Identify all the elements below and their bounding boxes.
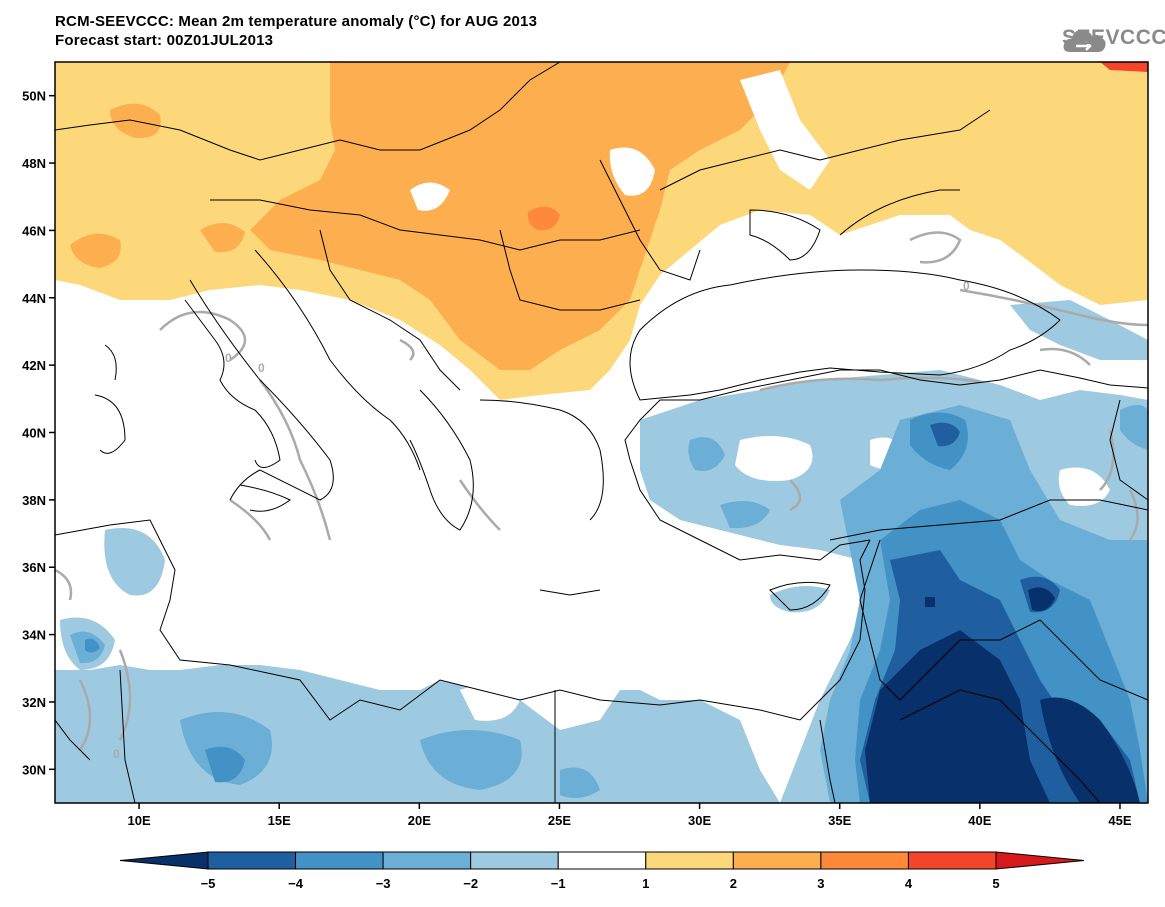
colorbar-segment [470, 851, 559, 870]
colorbar-extend-high [995, 851, 1085, 870]
colorbar-label: −2 [463, 876, 478, 891]
lon-tick-label: 30E [688, 813, 711, 828]
colorbar-label: −1 [551, 876, 566, 891]
contour-labels: 0 0 0 0 [113, 279, 970, 761]
contour-label: 0 [258, 361, 265, 375]
lat-tick-label: 50N [22, 89, 46, 104]
map-title: RCM-SEEVCCC: Mean 2m temperature anomaly… [55, 12, 537, 50]
latitude-axis: 50N 48N 46N 44N 42N 40N 38N 36N 34N 32N 30N [22, 89, 55, 777]
cloud-icon [1063, 30, 1106, 52]
colorbar-segment [382, 851, 472, 870]
logo-text: SEEVCCC [1062, 26, 1165, 49]
lat-tick-label: 40N [22, 426, 46, 441]
title-line-2: Forecast start: 00Z01JUL2013 [55, 32, 274, 49]
colorbar-segment [732, 851, 822, 870]
lon-tick-label: 35E [828, 813, 851, 828]
colorbar-label: −5 [201, 876, 216, 891]
colorbar-segment [557, 851, 647, 870]
colorbar-segment [820, 851, 909, 870]
anomaly-field: 0 0 0 0 [55, 62, 1148, 803]
colorbar-segment [645, 851, 734, 870]
colorbar-segment [207, 851, 297, 870]
colorbar-label: 4 [905, 876, 913, 891]
lat-tick-label: 36N [22, 560, 46, 575]
lon-tick-label: 45E [1108, 813, 1131, 828]
colorbar: −5 −4 −3 −2 −1 1 2 3 4 5 [119, 851, 1085, 891]
lon-tick-label: 10E [128, 813, 151, 828]
lat-tick-label: 44N [22, 291, 46, 306]
longitude-axis: 10E 15E 20E 25E 30E 35E 40E 45E [128, 803, 1132, 828]
colorbar-label: 1 [642, 876, 649, 891]
lon-tick-label: 25E [548, 813, 571, 828]
lon-tick-label: 20E [408, 813, 431, 828]
contour-label: 0 [225, 351, 232, 365]
colorbar-label: 5 [992, 876, 999, 891]
contour-label: 0 [113, 747, 120, 761]
colorbar-segment [295, 851, 384, 870]
contour-label: 0 [963, 279, 970, 293]
strong-warm-region [250, 62, 790, 370]
lon-tick-label: 15E [268, 813, 291, 828]
colorbar-label: 2 [730, 876, 737, 891]
coastlines [55, 62, 1148, 803]
colorbar-label: −3 [376, 876, 391, 891]
lat-tick-label: 46N [22, 223, 46, 238]
title-line-1: RCM-SEEVCCC: Mean 2m temperature anomaly… [55, 13, 538, 30]
zero-contours [55, 231, 1148, 751]
lat-tick-label: 38N [22, 493, 46, 508]
lon-tick-label: 40E [968, 813, 991, 828]
colorbar-label: 3 [817, 876, 824, 891]
lat-tick-label: 42N [22, 358, 46, 373]
lat-tick-label: 34N [22, 628, 46, 643]
lat-tick-label: 48N [22, 156, 46, 171]
lat-tick-label: 32N [22, 695, 46, 710]
colorbar-extend-low [119, 851, 209, 870]
colorbar-segment [907, 851, 997, 870]
colorbar-label: −4 [288, 876, 304, 891]
lat-tick-label: 30N [22, 762, 46, 777]
